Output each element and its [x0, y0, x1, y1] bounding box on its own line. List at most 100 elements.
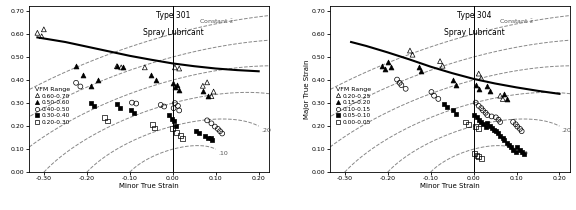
- Point: [517, 150, 526, 154]
- Legend: 0.60-0.70, 0.50-0.60, 0.40-0.50, 0.30-0.40, 0.20-0.30: 0.60-0.70, 0.50-0.60, 0.40-0.50, 0.30-0.…: [34, 86, 71, 125]
- Point: [215, 130, 225, 133]
- Point: [487, 115, 496, 118]
- Point: [494, 118, 503, 121]
- Point: [474, 104, 483, 108]
- Point: [513, 146, 522, 149]
- Point: [416, 70, 426, 73]
- Point: [150, 126, 160, 130]
- Point: [160, 105, 169, 108]
- Point: [203, 94, 213, 97]
- Point: [78, 74, 87, 77]
- Point: [156, 103, 165, 107]
- Point: [112, 102, 122, 105]
- Point: [495, 134, 505, 138]
- Point: [176, 134, 185, 138]
- Text: .10: .10: [218, 151, 228, 156]
- Point: [381, 67, 390, 71]
- Point: [479, 123, 488, 126]
- Point: [471, 83, 480, 87]
- Text: .20: .20: [261, 129, 271, 133]
- Point: [451, 83, 460, 87]
- Point: [414, 65, 423, 68]
- Point: [451, 113, 460, 116]
- Point: [474, 72, 483, 75]
- Point: [395, 81, 404, 84]
- Point: [207, 122, 216, 125]
- Point: [427, 90, 436, 94]
- Point: [520, 152, 529, 156]
- Point: [483, 85, 492, 88]
- Point: [168, 127, 177, 131]
- Point: [472, 116, 482, 119]
- Text: Type 304: Type 304: [457, 11, 491, 20]
- Point: [487, 126, 496, 130]
- Point: [491, 130, 501, 133]
- Point: [483, 122, 492, 125]
- Point: [448, 79, 457, 82]
- Point: [71, 81, 81, 84]
- Point: [203, 136, 213, 140]
- Point: [498, 97, 507, 101]
- Point: [504, 143, 513, 147]
- Point: [498, 136, 507, 140]
- Point: [509, 148, 518, 151]
- Point: [439, 102, 449, 105]
- Point: [461, 120, 471, 124]
- Point: [472, 154, 482, 157]
- Point: [203, 119, 212, 122]
- Point: [169, 119, 178, 123]
- Point: [165, 113, 174, 117]
- Point: [502, 141, 511, 144]
- Point: [175, 67, 184, 70]
- Point: [474, 155, 483, 158]
- Point: [517, 130, 526, 133]
- X-axis label: Minor True Strain: Minor True Strain: [420, 184, 480, 189]
- Point: [116, 106, 125, 110]
- Point: [140, 66, 149, 69]
- Point: [86, 84, 96, 88]
- Point: [71, 64, 81, 68]
- Point: [485, 89, 494, 93]
- Point: [192, 130, 201, 133]
- Point: [485, 124, 494, 127]
- Point: [112, 64, 122, 68]
- Point: [477, 76, 486, 80]
- Point: [210, 125, 219, 128]
- Point: [119, 66, 128, 69]
- Point: [37, 35, 46, 38]
- Point: [491, 116, 501, 119]
- Point: [470, 152, 479, 155]
- Point: [481, 125, 490, 128]
- Point: [103, 119, 112, 123]
- Point: [430, 94, 439, 97]
- Point: [500, 139, 509, 142]
- Point: [169, 106, 178, 110]
- Point: [477, 106, 486, 110]
- Point: [406, 49, 415, 52]
- Point: [442, 106, 452, 109]
- Point: [132, 102, 141, 105]
- Point: [481, 111, 490, 114]
- Point: [168, 82, 177, 85]
- Point: [207, 94, 216, 98]
- Point: [209, 90, 218, 93]
- Point: [408, 53, 417, 56]
- Point: [172, 131, 181, 134]
- Point: [112, 64, 122, 68]
- Point: [401, 87, 410, 91]
- Text: Constant $\bar{\varepsilon}$: Constant $\bar{\varepsilon}$: [199, 17, 234, 26]
- Point: [170, 66, 180, 69]
- Point: [495, 94, 505, 97]
- Text: .20: .20: [562, 129, 571, 133]
- Point: [378, 64, 387, 67]
- Point: [438, 64, 447, 67]
- Point: [218, 132, 227, 135]
- Point: [474, 118, 483, 121]
- Point: [200, 134, 210, 138]
- Point: [86, 101, 96, 104]
- X-axis label: Minor True Strain: Minor True Strain: [119, 184, 179, 189]
- Point: [477, 157, 486, 160]
- Point: [172, 83, 181, 86]
- Point: [147, 74, 156, 77]
- Point: [516, 127, 525, 131]
